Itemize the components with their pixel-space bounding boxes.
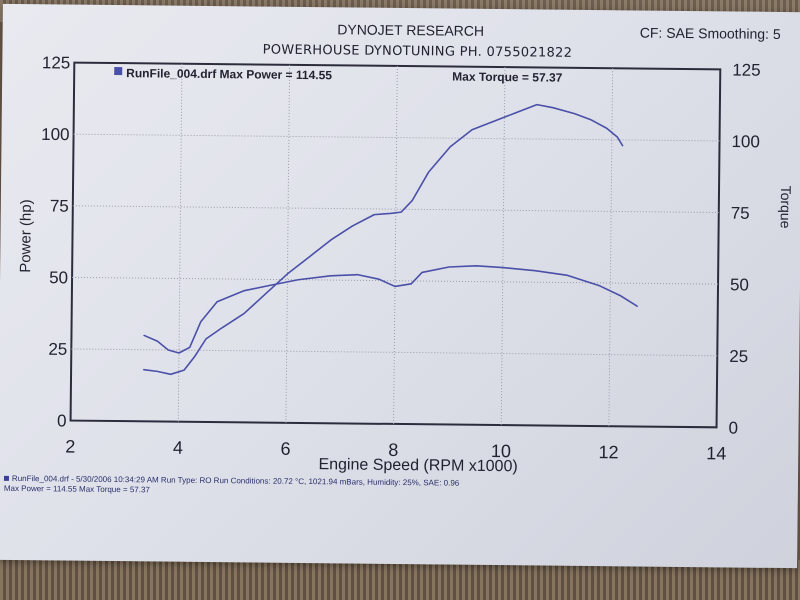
- torque-curve: [143, 264, 638, 354]
- grid-line-y: [72, 276, 719, 285]
- legend-max-torque: Max Torque = 57.37: [452, 70, 563, 85]
- grid-line-x: [177, 63, 183, 422]
- x-tick-label: 6: [281, 439, 291, 459]
- y-tick-label-left: 100: [41, 125, 70, 144]
- header-company: DYNOJET RESEARCH: [337, 21, 484, 39]
- dyno-chart: DYNOJET RESEARCH POWERHOUSE DYNOTUNING P…: [17, 21, 794, 475]
- y-tick-label-right: 50: [730, 275, 749, 294]
- y-tick-label-left: 0: [57, 411, 67, 430]
- y-tick-label-left: 125: [42, 53, 71, 72]
- dyno-sheet: DYNOJET RESEARCH POWERHOUSE DYNOTUNING P…: [0, 3, 800, 569]
- y-tick-label-left: 75: [50, 197, 69, 216]
- y-tick-label-left: 25: [48, 340, 67, 359]
- y-tick-label-right: 0: [728, 418, 738, 437]
- x-axis-label: Engine Speed (RPM x1000): [318, 456, 517, 475]
- grid-line-y: [72, 205, 719, 214]
- header-settings: CF: SAE Smoothing: 5: [640, 24, 781, 41]
- y-tick-label-right: 75: [731, 204, 750, 223]
- legend-run-title: RunFile_004.drf Max Power = 114.55: [126, 66, 332, 82]
- power-curve: [143, 103, 624, 376]
- grid-lines: [71, 63, 720, 427]
- x-tick-label: 8: [388, 440, 398, 460]
- x-tick-label: 12: [598, 442, 618, 462]
- y-tick-label-right: 125: [732, 60, 761, 79]
- grid-line-x: [608, 68, 614, 427]
- x-tick-label: 10: [491, 441, 511, 461]
- grid-line-x: [500, 67, 506, 426]
- grid-line-x: [285, 64, 291, 423]
- plot-frame: [69, 61, 722, 429]
- footer-swatch: [3, 476, 9, 482]
- x-tick-label: 4: [173, 438, 183, 458]
- legend-swatch: [114, 66, 123, 76]
- y-tick-label-right: 25: [729, 347, 748, 366]
- x-tick-label: 2: [65, 437, 75, 457]
- x-tick-label: 14: [706, 443, 726, 463]
- y-axis-label-right: Torque: [778, 186, 794, 229]
- y-tick-label-right: 100: [731, 132, 760, 151]
- grid-line-x: [393, 65, 398, 424]
- y-axis-label: Power (hp): [17, 199, 35, 273]
- series-curves: [143, 103, 638, 376]
- header-shop: POWERHOUSE DYNOTUNING PH. 0755021822: [263, 43, 573, 61]
- y-tick-label-left: 50: [49, 268, 68, 287]
